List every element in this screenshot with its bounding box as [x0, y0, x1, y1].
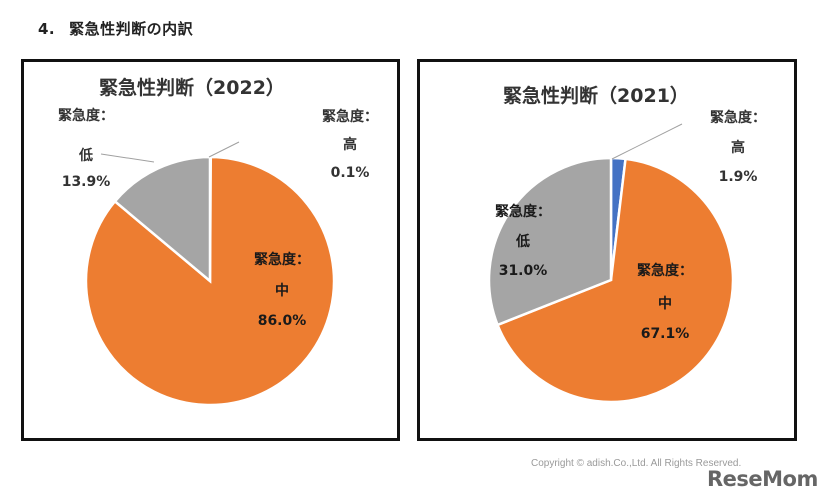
data-label-low-name-2021: 低	[515, 233, 530, 250]
copyright-text: Copyright © adish.Co.,Ltd. All Rights Re…	[531, 458, 742, 469]
data-label-low-name-2022: 低	[78, 147, 93, 164]
pie-chart-2021: 緊急性判断（2021） 緊急度： 高 1.9% 緊急度： 低 31.0% 緊急度…	[487, 84, 766, 404]
data-label-mid-value-2022: 86.0%	[258, 313, 307, 329]
data-label-high-value-2022: 0.1%	[331, 165, 370, 181]
data-label-mid-prefix-2022: 緊急度：	[254, 251, 310, 268]
section-number: 4.	[38, 20, 56, 38]
data-label-mid-name-2021: 中	[658, 295, 672, 312]
data-label-mid-name-2022: 中	[275, 282, 289, 299]
data-label-high-name-2021: 高	[731, 139, 745, 156]
data-label-high-prefix-2022: 緊急度：	[322, 108, 378, 125]
section-heading: 4. 緊急性判断の内訳	[38, 18, 193, 39]
leader-line-high-2022	[208, 141, 240, 158]
data-label-mid-prefix-2021: 緊急度：	[637, 262, 693, 279]
pie-slice-低-2022	[113, 155, 212, 284]
pie-chart-2022: 緊急性判断（2022） 緊急度： 高 0.1% 緊急度： 低 13.9% 緊急度…	[58, 76, 378, 407]
pie-slice-中-2021	[495, 157, 735, 404]
data-label-low-prefix-2021: 緊急度：	[495, 203, 551, 220]
data-label-high-name-2022: 高	[343, 136, 357, 153]
data-label-low-value-2021: 31.0%	[499, 263, 548, 279]
leader-line-low-2022	[100, 153, 155, 163]
chart-title-2021: 緊急性判断（2021）	[503, 84, 689, 107]
data-label-low-prefix-2022: 緊急度：	[58, 107, 114, 124]
chart-panel-2021: 緊急性判断（2021） 緊急度： 高 1.9% 緊急度： 低 31.0% 緊急度…	[417, 59, 797, 441]
section-title: 緊急性判断の内訳	[69, 20, 194, 38]
data-label-high-prefix-2021: 緊急度：	[710, 109, 766, 126]
chart-title-2022: 緊急性判断（2022）	[99, 76, 285, 99]
pie-slice-低-2021	[487, 156, 613, 327]
data-label-mid-value-2021: 67.1%	[641, 326, 690, 342]
chart-panel-2022: 緊急性判断（2022） 緊急度： 高 0.1% 緊急度： 低 13.9% 緊急度…	[21, 59, 400, 441]
resemom-logo: ReseMom	[707, 467, 818, 491]
leader-line-high-2021	[611, 123, 683, 160]
data-label-high-value-2021: 1.9%	[719, 169, 758, 185]
data-label-low-value-2022: 13.9%	[62, 174, 111, 190]
